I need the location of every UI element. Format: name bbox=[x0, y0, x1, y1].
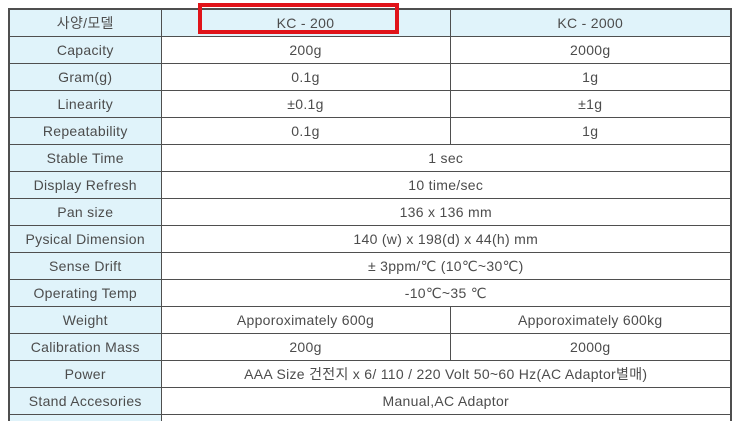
row-value: 140 (w) x 198(d) x 44(h) mm bbox=[160, 225, 732, 253]
row-value: 136 x 136 mm bbox=[160, 198, 732, 226]
row-label: Operating Temp bbox=[8, 279, 162, 307]
row-label: Repeatability bbox=[8, 117, 162, 145]
row-label: Stable Time bbox=[8, 144, 162, 172]
table-row: Calibration Mass 200g 2000g bbox=[8, 333, 732, 361]
table-row: Gram(g) 0.1g 1g bbox=[8, 63, 732, 91]
table-row: Linearity ±0.1g ±1g bbox=[8, 90, 732, 118]
row-value: Manual,AC Adaptor bbox=[160, 387, 732, 415]
row-value: AAA Size 건전지 x 6/ 110 / 220 Volt 50~60 H… bbox=[160, 360, 732, 388]
table-row: Pan size 136 x 136 mm bbox=[8, 198, 732, 226]
row-value: ±1g bbox=[449, 90, 732, 118]
row-value: ± 3ppm/℃ (10℃~30℃) bbox=[160, 252, 732, 280]
row-value: Apporoximately 600g bbox=[160, 306, 451, 334]
spec-table: 사양/모델 KC - 200 KC - 2000 Capacity 200g 2… bbox=[8, 8, 732, 421]
row-value: 2000g bbox=[449, 333, 732, 361]
table-row: Sense Drift ± 3ppm/℃ (10℃~30℃) bbox=[8, 252, 732, 280]
row-value: 200g bbox=[160, 333, 451, 361]
row-label: Linearity bbox=[8, 90, 162, 118]
table-row: Stand Accesories Manual,AC Adaptor bbox=[8, 387, 732, 415]
header-spec-model: 사양/모델 bbox=[8, 8, 162, 37]
table-row-partial bbox=[8, 414, 732, 421]
header-kc-2000: KC - 2000 bbox=[449, 8, 732, 37]
table-row: Stable Time 1 sec bbox=[8, 144, 732, 172]
row-label: Capacity bbox=[8, 36, 162, 64]
row-value: Apporoximately 600kg bbox=[449, 306, 732, 334]
table-row: Pysical Dimension 140 (w) x 198(d) x 44(… bbox=[8, 225, 732, 253]
row-label: Sense Drift bbox=[8, 252, 162, 280]
row-value: 1g bbox=[449, 117, 732, 145]
table-row: Capacity 200g 2000g bbox=[8, 36, 732, 64]
table-row: Repeatability 0.1g 1g bbox=[8, 117, 732, 145]
row-label: Pysical Dimension bbox=[8, 225, 162, 253]
row-value bbox=[160, 414, 732, 421]
table-row: Operating Temp -10℃~35 ℃ bbox=[8, 279, 732, 307]
row-value: 0.1g bbox=[160, 117, 451, 145]
row-label: Power bbox=[8, 360, 162, 388]
row-value: 0.1g bbox=[160, 63, 451, 91]
row-value: 1 sec bbox=[160, 144, 732, 172]
header-kc-200: KC - 200 bbox=[160, 8, 451, 37]
row-label: Weight bbox=[8, 306, 162, 334]
row-value: -10℃~35 ℃ bbox=[160, 279, 732, 307]
row-value: 10 time/sec bbox=[160, 171, 732, 199]
table-row: Display Refresh 10 time/sec bbox=[8, 171, 732, 199]
row-label: Calibration Mass bbox=[8, 333, 162, 361]
header-row: 사양/모델 KC - 200 KC - 2000 bbox=[8, 8, 732, 37]
row-label: Gram(g) bbox=[8, 63, 162, 91]
row-value: ±0.1g bbox=[160, 90, 451, 118]
row-value: 2000g bbox=[449, 36, 732, 64]
row-label: Pan size bbox=[8, 198, 162, 226]
row-label: Display Refresh bbox=[8, 171, 162, 199]
row-value: 1g bbox=[449, 63, 732, 91]
table-row: Weight Apporoximately 600g Apporoximatel… bbox=[8, 306, 732, 334]
row-label: Stand Accesories bbox=[8, 387, 162, 415]
row-label bbox=[8, 414, 162, 421]
row-value: 200g bbox=[160, 36, 451, 64]
table-row: Power AAA Size 건전지 x 6/ 110 / 220 Volt 5… bbox=[8, 360, 732, 388]
